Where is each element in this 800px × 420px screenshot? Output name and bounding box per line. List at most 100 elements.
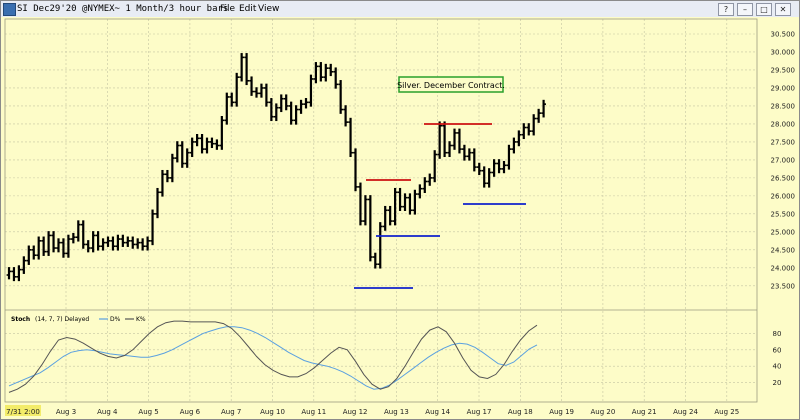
- x-tick-label: Aug 13: [384, 408, 409, 416]
- legend-k-label: K%: [136, 316, 146, 323]
- ohlc-bar: [402, 193, 408, 211]
- ohlc-bar: [268, 98, 274, 122]
- ohlc-bar: [179, 141, 185, 168]
- ohlc-bar: [471, 148, 477, 172]
- y-tick-label: 25.500: [771, 210, 796, 218]
- stoch-y-tick-label: 80: [773, 330, 782, 338]
- x-tick-label: Aug 10: [260, 408, 285, 416]
- ohlc-bar: [75, 220, 81, 242]
- ohlc-bar: [506, 144, 512, 170]
- menu-file[interactable]: File: [220, 4, 236, 14]
- ohlc-bar: [61, 238, 66, 258]
- ohlc-bar: [387, 205, 393, 226]
- y-tick-label: 23.500: [771, 282, 796, 290]
- ohlc-bar: [273, 103, 279, 122]
- ohlc-bar: [372, 252, 378, 269]
- stoch-y-tick-label: 20: [773, 379, 782, 387]
- ohlc-bar: [417, 184, 423, 199]
- x-tick-label: Aug 20: [590, 408, 615, 416]
- ohlc-bar: [26, 245, 32, 265]
- ohlc-bar: [174, 141, 180, 163]
- ohlc-bar: [199, 133, 205, 154]
- x-tick-label: Aug 14: [425, 408, 450, 416]
- ohlc-bar: [150, 209, 155, 246]
- ohlc-bar: [66, 234, 71, 258]
- ohlc-bar: [184, 148, 190, 168]
- ohlc-bar: [338, 80, 344, 114]
- ohlc-bar: [160, 169, 165, 197]
- ohlc-bar: [377, 222, 383, 269]
- ohlc-bar: [308, 74, 314, 107]
- x-tick-label: Aug 4: [97, 408, 118, 416]
- maximize-icon[interactable]: □: [756, 3, 772, 16]
- window-title: SI Dec29'20 @NYMEX~ 1 Month/3 hour bars: [17, 4, 229, 14]
- stoch-k-line: [8, 320, 538, 393]
- ohlc-bar: [432, 150, 438, 183]
- ohlc-bar: [333, 67, 339, 89]
- ohlc-bar: [382, 205, 388, 231]
- ohlc-bar: [204, 137, 210, 154]
- ohlc-bar: [239, 53, 245, 82]
- y-tick-label: 25.000: [771, 228, 796, 236]
- ohlc-bar: [11, 267, 17, 282]
- ohlc-bar: [343, 105, 348, 127]
- x-tick-label: Aug 3: [56, 408, 76, 416]
- ohlc-bar: [367, 195, 373, 262]
- stoch-params: (14, 7, 7) Delayed: [35, 316, 89, 323]
- ohlc-bar: [51, 231, 56, 253]
- ohlc-bar: [422, 177, 428, 193]
- x-tick-label: Aug 6: [180, 408, 201, 416]
- ohlc-bar: [496, 159, 502, 174]
- x-tick-label: Aug 19: [549, 408, 574, 416]
- y-tick-label: 30.500: [771, 30, 796, 38]
- ohlc-bar: [541, 99, 546, 118]
- y-tick-label: 26.500: [771, 174, 796, 182]
- y-tick-label: 27.500: [771, 138, 796, 146]
- menu-view[interactable]: View: [258, 4, 280, 14]
- x-tick-label: Aug 12: [343, 408, 368, 416]
- ohlc-bar: [288, 101, 294, 125]
- ohlc-bar: [313, 62, 319, 84]
- ohlc-bar: [125, 236, 131, 247]
- ohlc-bar: [526, 123, 532, 136]
- ohlc-bar: [427, 173, 433, 186]
- ohlc-bar: [407, 193, 413, 215]
- ohlc-bar: [135, 238, 141, 249]
- ohlc-bar: [140, 238, 146, 251]
- ohlc-bar: [278, 94, 284, 113]
- ohlc-bar: [536, 108, 542, 123]
- ohlc-bar: [249, 76, 254, 96]
- ohlc-bar: [516, 130, 522, 147]
- ohlc-bar: [348, 117, 353, 158]
- x-tick-label: Aug 25: [714, 408, 739, 416]
- ohlc-bar: [115, 234, 121, 251]
- ohlc-bar: [56, 238, 61, 253]
- ohlc-bar: [21, 256, 27, 274]
- ohlc-bar: [457, 128, 462, 154]
- ohlc-bar: [41, 236, 47, 256]
- ohlc-bar: [293, 105, 299, 125]
- ohlc-bar: [491, 159, 497, 177]
- ohlc-bar: [323, 63, 329, 82]
- help-icon[interactable]: ?: [718, 3, 734, 16]
- menu-edit[interactable]: Edit: [239, 4, 257, 14]
- ohlc-bar: [486, 168, 492, 188]
- legend-d-label: D%: [110, 316, 121, 323]
- title-bar: SI Dec29'20 @NYMEX~ 1 Month/3 hour bars …: [1, 1, 799, 18]
- app-icon[interactable]: [3, 3, 16, 16]
- ohlc-bar: [462, 144, 467, 161]
- minimize-icon[interactable]: –: [737, 3, 753, 16]
- price-chart: Silver. December Contract. Stoch (14, 7, …: [1, 17, 799, 419]
- y-tick-label: 27.000: [771, 156, 796, 164]
- ohlc-bar: [165, 169, 170, 183]
- ohlc-bar: [80, 220, 86, 249]
- annotation-text: Silver. December Contract.: [397, 81, 505, 90]
- ohlc-bar: [189, 137, 195, 158]
- y-tick-label: 28.500: [771, 102, 796, 110]
- x-tick-label: Aug 11: [301, 408, 326, 416]
- x-tick-label: Aug 7: [221, 408, 241, 416]
- close-icon[interactable]: ✕: [775, 3, 791, 16]
- y-tick-label: 30.000: [771, 48, 796, 56]
- y-tick-label: 26.000: [771, 192, 796, 200]
- stoch-title: Stoch: [11, 316, 30, 323]
